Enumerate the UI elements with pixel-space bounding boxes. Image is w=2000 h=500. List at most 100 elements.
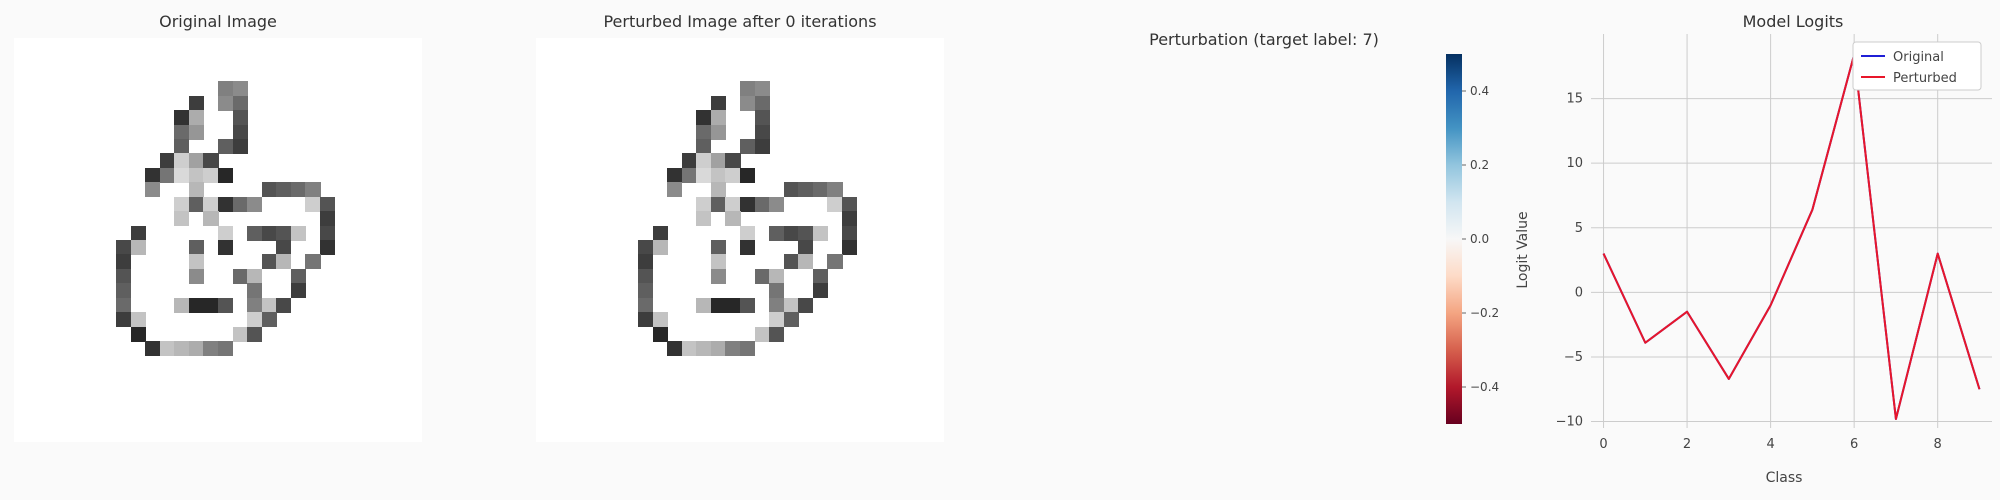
pixel <box>710 297 726 313</box>
pixel <box>740 139 756 155</box>
pixel <box>232 95 248 111</box>
pixel <box>740 225 756 241</box>
pixel <box>754 196 770 212</box>
pixel <box>827 254 843 270</box>
perturbation-colorbar: 0.4 0.2 0.0 −0.2 −0.4 <box>1446 54 1499 424</box>
colorbar-tick-label: 0.0 <box>1470 232 1489 246</box>
pixel <box>696 167 712 183</box>
logits-chart: 0 2 4 6 8 −10 −5 0 5 10 15 Class Logit Value Origi… <box>1515 34 1992 486</box>
pixel <box>290 283 306 299</box>
pixel <box>174 139 190 155</box>
pixel <box>710 153 726 169</box>
pixel <box>798 254 814 270</box>
pixel <box>652 240 668 256</box>
pixel <box>754 124 770 140</box>
pixel <box>188 254 204 270</box>
pixel <box>725 297 741 313</box>
pixel <box>218 225 234 241</box>
pixel <box>188 182 204 198</box>
pixel <box>696 139 712 155</box>
x-tick-label: 0 <box>1599 437 1607 452</box>
colorbar-tick-label: 0.2 <box>1470 158 1489 172</box>
pixel <box>305 196 321 212</box>
pixel <box>827 182 843 198</box>
pixel <box>812 225 828 241</box>
pixel <box>696 341 712 357</box>
pixel <box>740 240 756 256</box>
pixel <box>696 110 712 126</box>
pixel <box>740 196 756 212</box>
pixel <box>174 110 190 126</box>
pixel <box>159 153 175 169</box>
pixel <box>130 225 146 241</box>
pixel <box>667 167 683 183</box>
logits-title: Model Logits <box>1742 12 1844 31</box>
pixel <box>725 211 741 227</box>
pixel <box>232 326 248 342</box>
pixel <box>145 167 161 183</box>
pixel <box>710 240 726 256</box>
pixel <box>203 167 219 183</box>
pixel <box>116 297 132 313</box>
pixel <box>783 182 799 198</box>
pixel <box>842 196 858 212</box>
pixel <box>681 153 697 169</box>
pixel <box>116 268 132 284</box>
pixel <box>232 81 248 97</box>
pixel <box>188 124 204 140</box>
pixel <box>305 254 321 270</box>
pixel <box>783 297 799 313</box>
pixel <box>218 196 234 212</box>
series-line-perturbed <box>1602 53 1981 420</box>
pixel <box>130 326 146 342</box>
pixel <box>769 283 785 299</box>
pixel <box>232 268 248 284</box>
pixel <box>725 341 741 357</box>
pixel <box>710 254 726 270</box>
pixel <box>290 268 306 284</box>
pixel <box>261 225 277 241</box>
pixel <box>769 312 785 328</box>
pixel <box>203 297 219 313</box>
pixel <box>188 110 204 126</box>
x-axis-label: Class <box>1766 470 1803 486</box>
pixel <box>696 153 712 169</box>
pixel <box>320 196 336 212</box>
pixel <box>174 297 190 313</box>
x-tick-label: 4 <box>1766 437 1774 452</box>
perturbation-panel <box>1060 56 1468 460</box>
legend-label-original: Original <box>1893 50 1944 65</box>
pixel <box>203 196 219 212</box>
pixel <box>188 95 204 111</box>
pixel <box>276 254 292 270</box>
pixel <box>754 326 770 342</box>
y-tick-label: −10 <box>1556 415 1583 430</box>
pixel <box>812 283 828 299</box>
pixel <box>145 182 161 198</box>
pixel <box>232 124 248 140</box>
pixel <box>218 167 234 183</box>
x-tick-label: 2 <box>1683 437 1691 452</box>
pixel <box>232 110 248 126</box>
pixel <box>842 211 858 227</box>
original-image-panel <box>14 38 422 442</box>
pixel <box>783 225 799 241</box>
pixel <box>305 182 321 198</box>
pixel <box>116 240 132 256</box>
pixel <box>203 153 219 169</box>
pixel <box>247 326 263 342</box>
pixel <box>638 254 654 270</box>
pixel <box>116 312 132 328</box>
pixel <box>261 182 277 198</box>
pixel <box>740 297 756 313</box>
pixel <box>247 283 263 299</box>
pixel <box>667 341 683 357</box>
colorbar-gradient <box>1446 54 1462 424</box>
pixel <box>174 124 190 140</box>
pixel <box>116 283 132 299</box>
pixel <box>232 196 248 212</box>
pixel <box>696 196 712 212</box>
pixel <box>681 341 697 357</box>
perturbation-title: Perturbation (target label: 7) <box>1149 30 1379 49</box>
pixel <box>812 268 828 284</box>
